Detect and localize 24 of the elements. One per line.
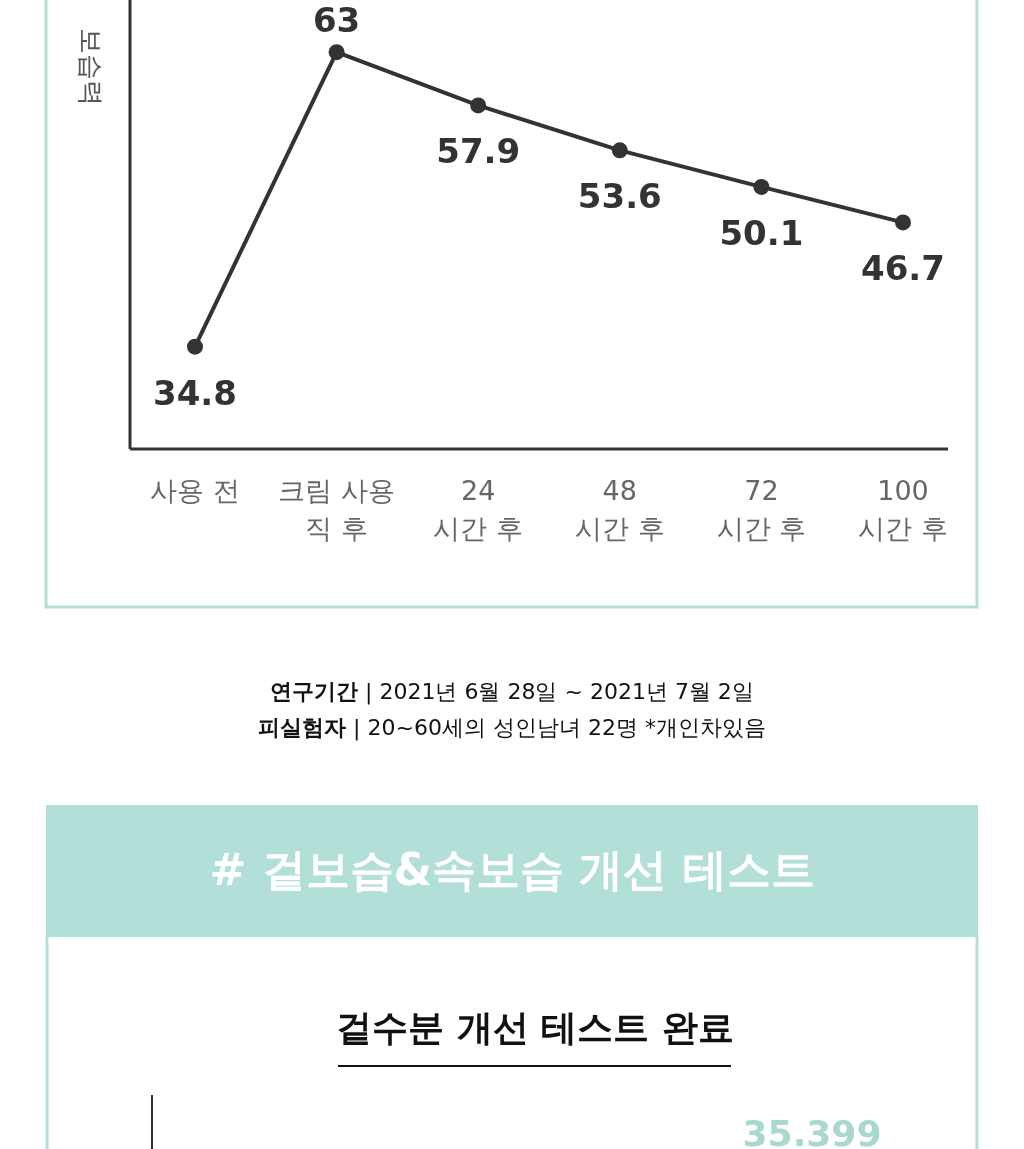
text: 겉수분 개선 테스트 완료 (336, 1007, 734, 1048)
point (470, 97, 487, 114)
text: 연구기간 | 2021년 6월 28일 ~ 2021년 7월 2일 (270, 679, 754, 705)
point (753, 178, 770, 195)
point (895, 214, 911, 231)
text: # 겉보습&속보습 개선 테스트 (209, 844, 815, 895)
text: 35.399 (742, 1113, 882, 1149)
point (187, 338, 203, 355)
data-label: 57.9 (436, 131, 521, 172)
x-tick-label: 사용 전 (150, 475, 240, 506)
point (328, 44, 345, 61)
data-label: 53.6 (577, 176, 662, 217)
text: 피실험자 | 20~60세의 성인남녀 22명 *개인차있음 (258, 715, 766, 741)
data-label: 46.7 (861, 248, 945, 289)
x-tick-label: 24 시간 후 (433, 475, 523, 544)
data-label: 34.8 (153, 372, 237, 413)
data-label: 50.1 (719, 212, 804, 253)
x-tick-label: 48 시간 후 (575, 475, 665, 544)
y-axis-title: 보습력 (76, 28, 106, 106)
x-tick-label: 100 시간 후 (858, 475, 948, 544)
x-tick-label: 72 시간 후 (716, 475, 807, 544)
point (611, 142, 628, 159)
data-label: 63 (312, 0, 361, 41)
x-tick-label: 크림 사용 직 후 (278, 475, 395, 544)
